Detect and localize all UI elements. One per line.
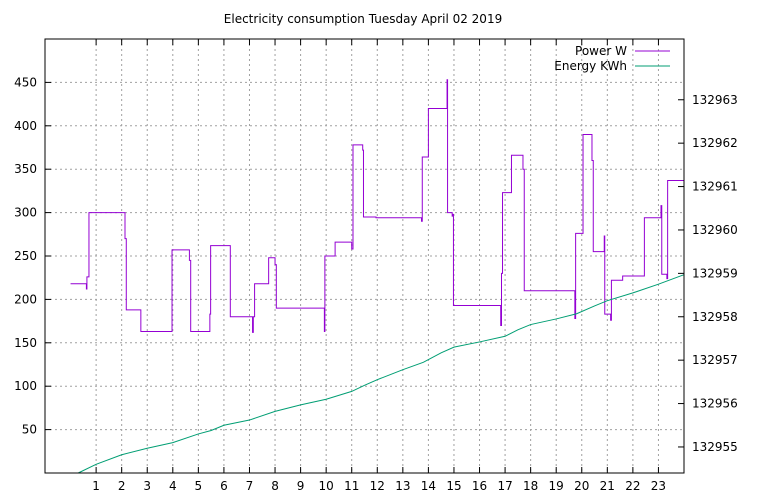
y-right-tick-label: 132958 bbox=[692, 310, 738, 324]
x-tick-label: 12 bbox=[370, 479, 385, 493]
x-tick-label: 9 bbox=[297, 479, 305, 493]
y-left-tick-label: 250 bbox=[14, 249, 37, 263]
x-tick-label: 16 bbox=[472, 479, 487, 493]
y-left-tick-label: 300 bbox=[14, 206, 37, 220]
x-tick-label: 1 bbox=[92, 479, 100, 493]
x-tick-label: 7 bbox=[246, 479, 254, 493]
legend-label: Energy KWh bbox=[554, 59, 627, 73]
y-left-tick-label: 450 bbox=[14, 75, 37, 89]
x-tick-label: 11 bbox=[344, 479, 359, 493]
series-line-energy bbox=[78, 274, 685, 474]
y-right-tick-label: 132961 bbox=[692, 180, 738, 194]
y-right-tick-label: 132962 bbox=[692, 136, 738, 150]
x-tick-label: 6 bbox=[220, 479, 228, 493]
series-layer bbox=[70, 79, 685, 474]
y-right-tick-label: 132956 bbox=[692, 397, 738, 411]
axes: 1 2 3 4 5 6 7 8 9 10 11 12 13 14 15 16 17 18 19 20 21 22 23501… bbox=[14, 39, 738, 493]
x-tick-label: 14 bbox=[421, 479, 436, 493]
x-tick-label: 18 bbox=[523, 479, 538, 493]
y-right-tick-label: 132957 bbox=[692, 353, 738, 367]
x-tick-label: 2 bbox=[118, 479, 126, 493]
x-tick-label: 5 bbox=[195, 479, 203, 493]
grid bbox=[45, 39, 684, 473]
y-right-tick-label: 132960 bbox=[692, 223, 738, 237]
x-tick-label: 22 bbox=[625, 479, 640, 493]
chart-title: Electricity consumption Tuesday April 02… bbox=[224, 12, 502, 26]
x-tick-label: 19 bbox=[549, 479, 564, 493]
x-tick-label: 13 bbox=[395, 479, 410, 493]
y-left-tick-label: 100 bbox=[14, 379, 37, 393]
y-right-tick-label: 132963 bbox=[692, 93, 738, 107]
y-right-tick-label: 132955 bbox=[692, 440, 738, 454]
x-tick-label: 17 bbox=[497, 479, 512, 493]
y-left-tick-label: 50 bbox=[22, 423, 37, 437]
series-line-power bbox=[70, 79, 684, 333]
x-tick-label: 20 bbox=[574, 479, 589, 493]
legend-label: Power W bbox=[575, 44, 627, 58]
x-tick-label: 8 bbox=[271, 479, 279, 493]
x-tick-label: 15 bbox=[446, 479, 461, 493]
y-right-tick-label: 132959 bbox=[692, 266, 738, 280]
x-tick-label: 23 bbox=[651, 479, 666, 493]
x-tick-label: 4 bbox=[169, 479, 177, 493]
y-left-tick-label: 400 bbox=[14, 119, 37, 133]
y-left-tick-label: 200 bbox=[14, 292, 37, 306]
x-tick-label: 21 bbox=[600, 479, 615, 493]
x-tick-label: 10 bbox=[319, 479, 334, 493]
y-left-tick-label: 150 bbox=[14, 336, 37, 350]
x-tick-label: 3 bbox=[143, 479, 151, 493]
y-left-tick-label: 350 bbox=[14, 162, 37, 176]
